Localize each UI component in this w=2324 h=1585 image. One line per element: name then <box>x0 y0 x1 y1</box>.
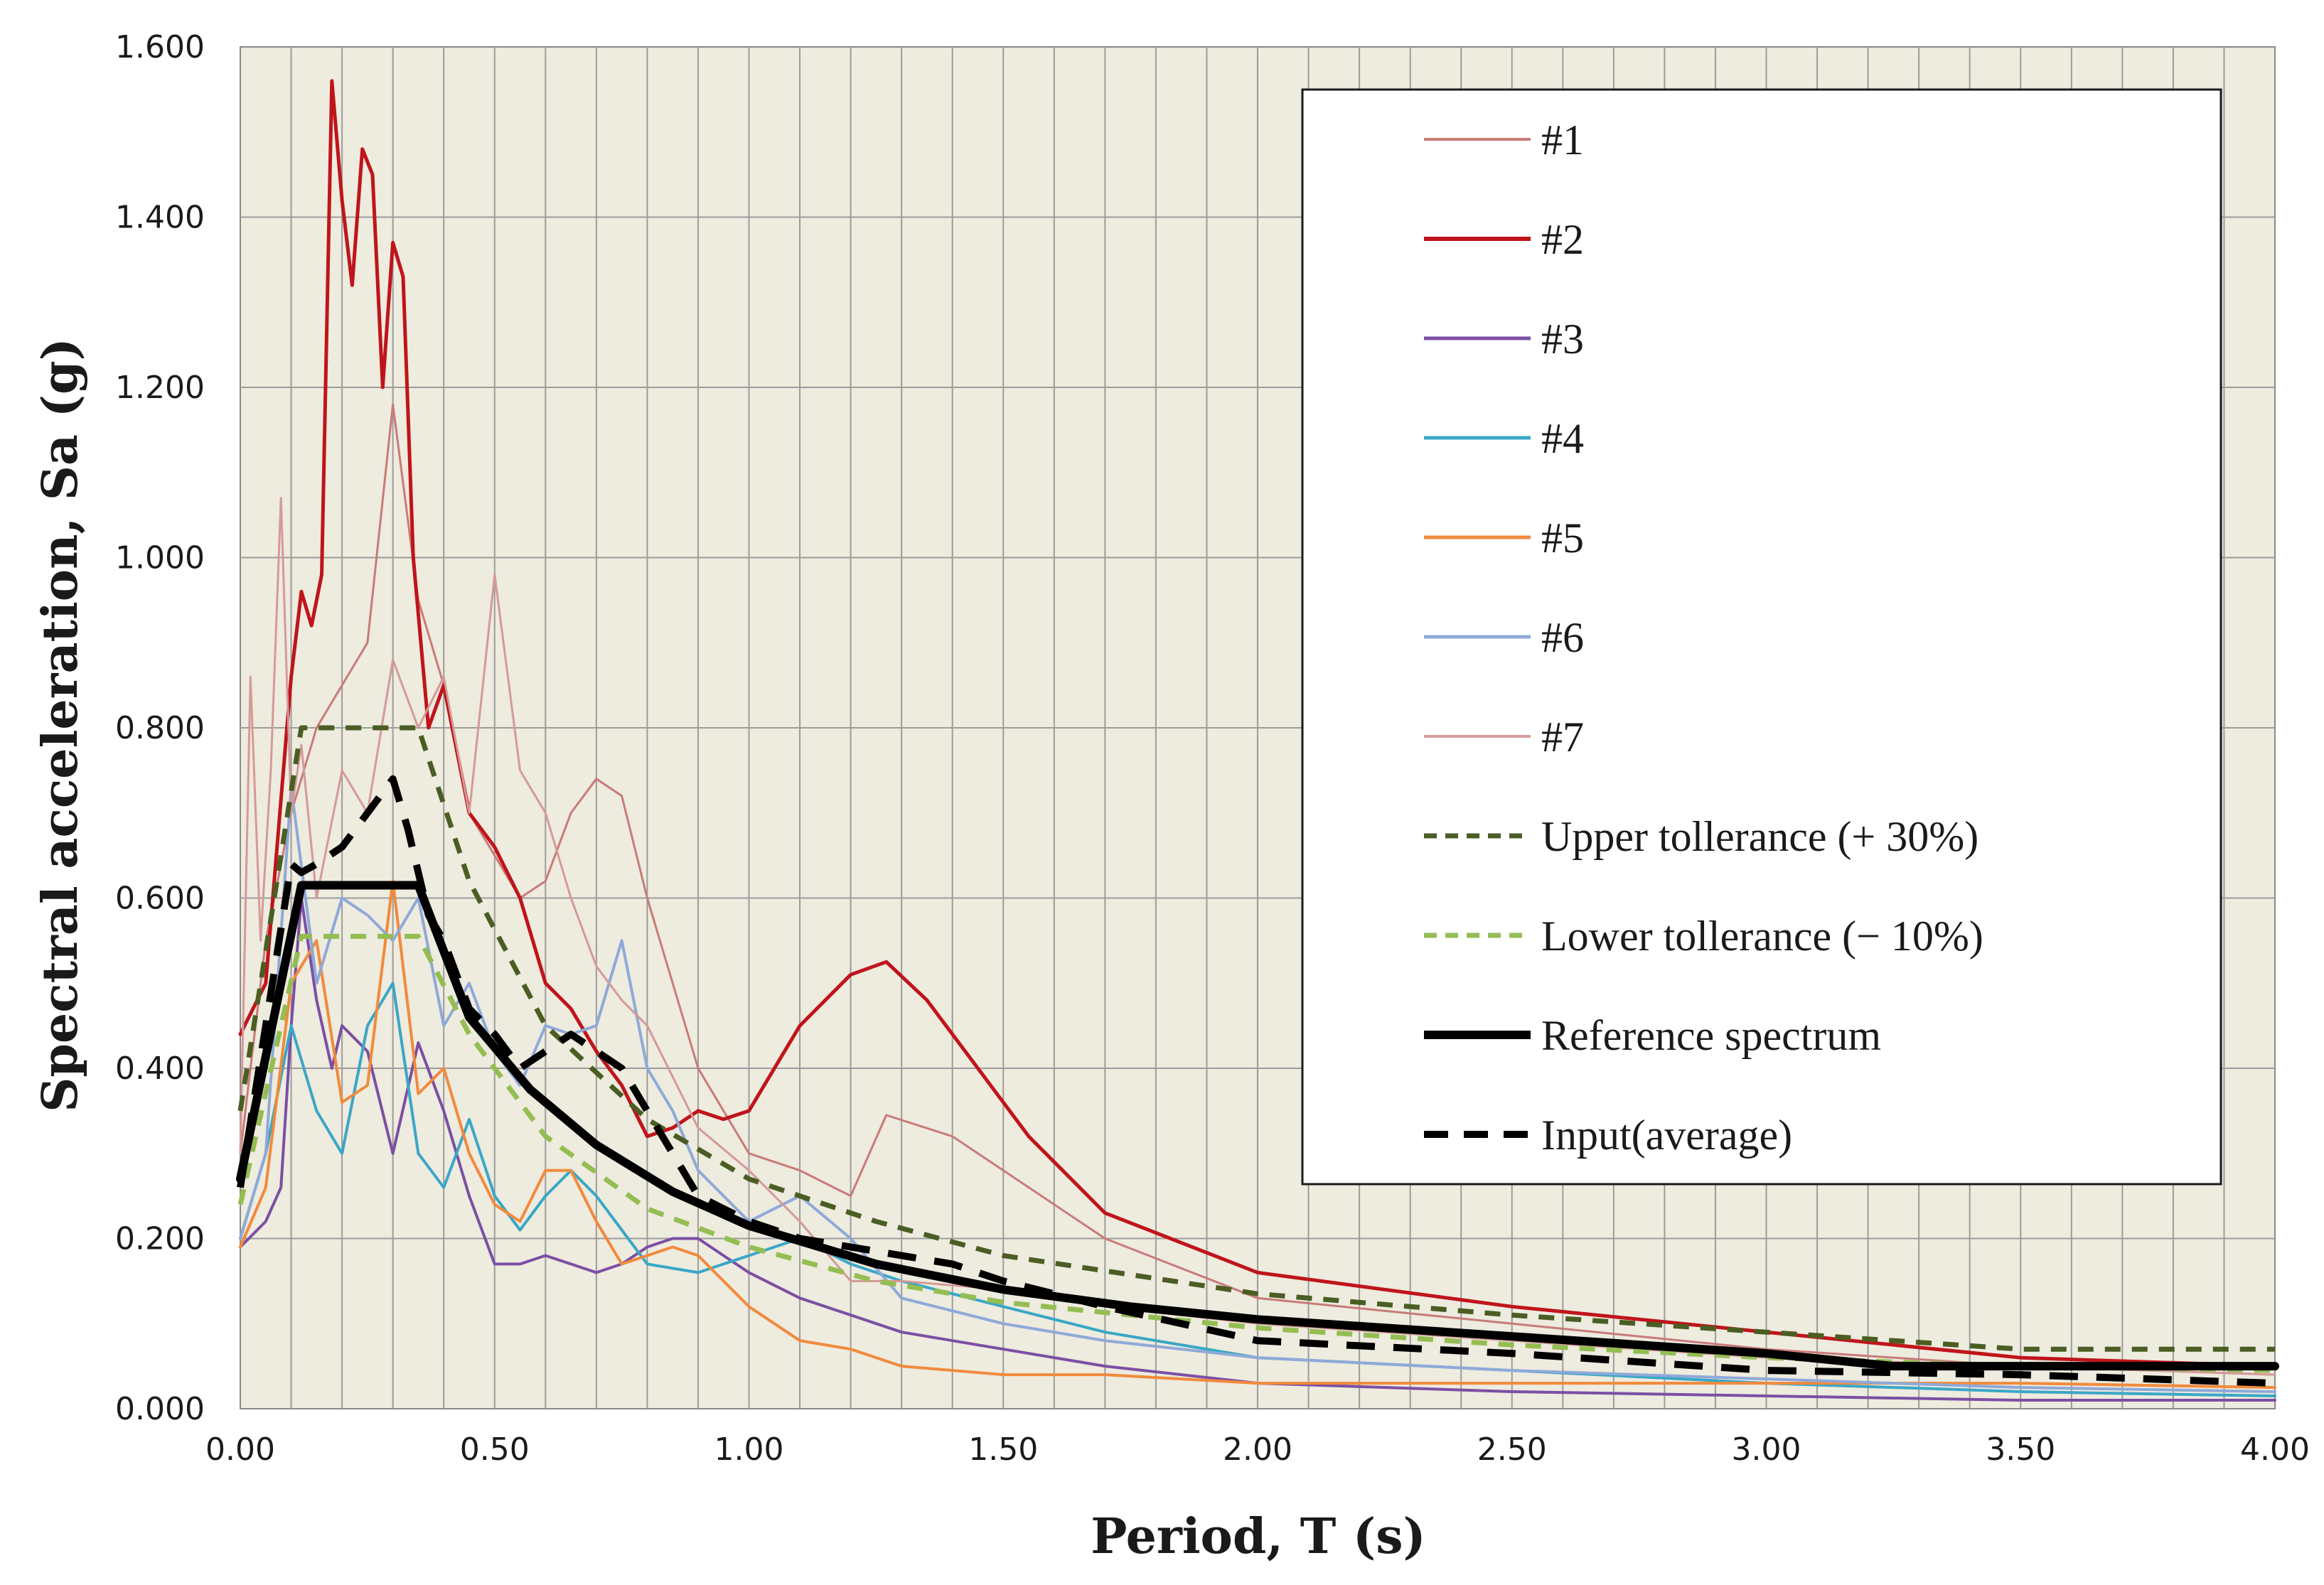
y-tick-label: 0.400 <box>115 1051 205 1087</box>
x-tick-label: 3.00 <box>1732 1431 1801 1468</box>
y-tick-label: 0.000 <box>115 1391 205 1427</box>
legend-label-1: #1 <box>1541 117 1584 163</box>
x-tick-label: 1.00 <box>714 1431 784 1468</box>
x-tick-label: 1.50 <box>968 1431 1038 1468</box>
legend-label-5: #5 <box>1541 515 1584 562</box>
legend-entries: #1 #2 #3 #4 #5 #6 #7 Upper tollerance (+ 30%) Lo… <box>1424 117 1983 1159</box>
y-tick-label: 1.600 <box>115 29 205 65</box>
x-axis-ticks: 0.00 0.50 1.00 1.50 2.00 2.50 3.00 3.50 4.00 <box>205 1431 2310 1468</box>
y-tick-label: 1.400 <box>115 200 205 236</box>
y-tick-label: 0.600 <box>115 881 205 917</box>
x-tick-label: 0.50 <box>460 1431 530 1468</box>
legend-label-10: Reference spectrum <box>1541 1012 1881 1059</box>
series-line-5 <box>239 879 2276 1390</box>
y-tick-label: 0.200 <box>115 1221 205 1257</box>
series-line-2 <box>238 79 2277 1368</box>
legend-label-7: #7 <box>1541 714 1584 761</box>
y-axis-title: Spectral acceleration, Sa (g) <box>32 338 89 1112</box>
x-tick-label: 2.50 <box>1477 1431 1547 1468</box>
series-line-11 <box>237 775 2276 1387</box>
x-tick-label: 0.00 <box>205 1431 275 1468</box>
y-tick-label: 1.000 <box>115 540 205 576</box>
legend: #1 #2 #3 #4 #5 #6 #7 Upper tollerance (+ 30%) Lo… <box>1301 88 2222 1186</box>
y-axis-ticks: 0.000 0.200 0.400 0.600 0.800 1.000 1.200 1.400… <box>115 29 205 1427</box>
series-line-9 <box>237 933 2276 1373</box>
x-tick-label: 4.00 <box>2240 1431 2310 1468</box>
series-line-1 <box>239 403 2276 1376</box>
legend-label-8: Upper tollerance (+ 30%) <box>1541 813 1978 860</box>
series-line-4 <box>239 982 2276 1397</box>
x-axis-title: Period, T (s) <box>1091 1508 1425 1565</box>
legend-label-11: Input(average) <box>1541 1112 1792 1159</box>
legend-label-4: #4 <box>1541 415 1584 462</box>
legend-label-3: #3 <box>1541 316 1584 362</box>
series-line-3 <box>239 896 2276 1402</box>
legend-label-2: #2 <box>1541 216 1584 263</box>
x-tick-label: 2.00 <box>1223 1431 1292 1468</box>
legend-label-6: #6 <box>1541 614 1584 661</box>
legend-label-9: Lower tollerance (− 10%) <box>1541 913 1983 960</box>
y-tick-label: 1.200 <box>115 370 205 406</box>
y-tick-label: 0.800 <box>115 710 205 746</box>
series-lines <box>236 79 2279 1402</box>
x-tick-label: 3.50 <box>1986 1431 2055 1468</box>
